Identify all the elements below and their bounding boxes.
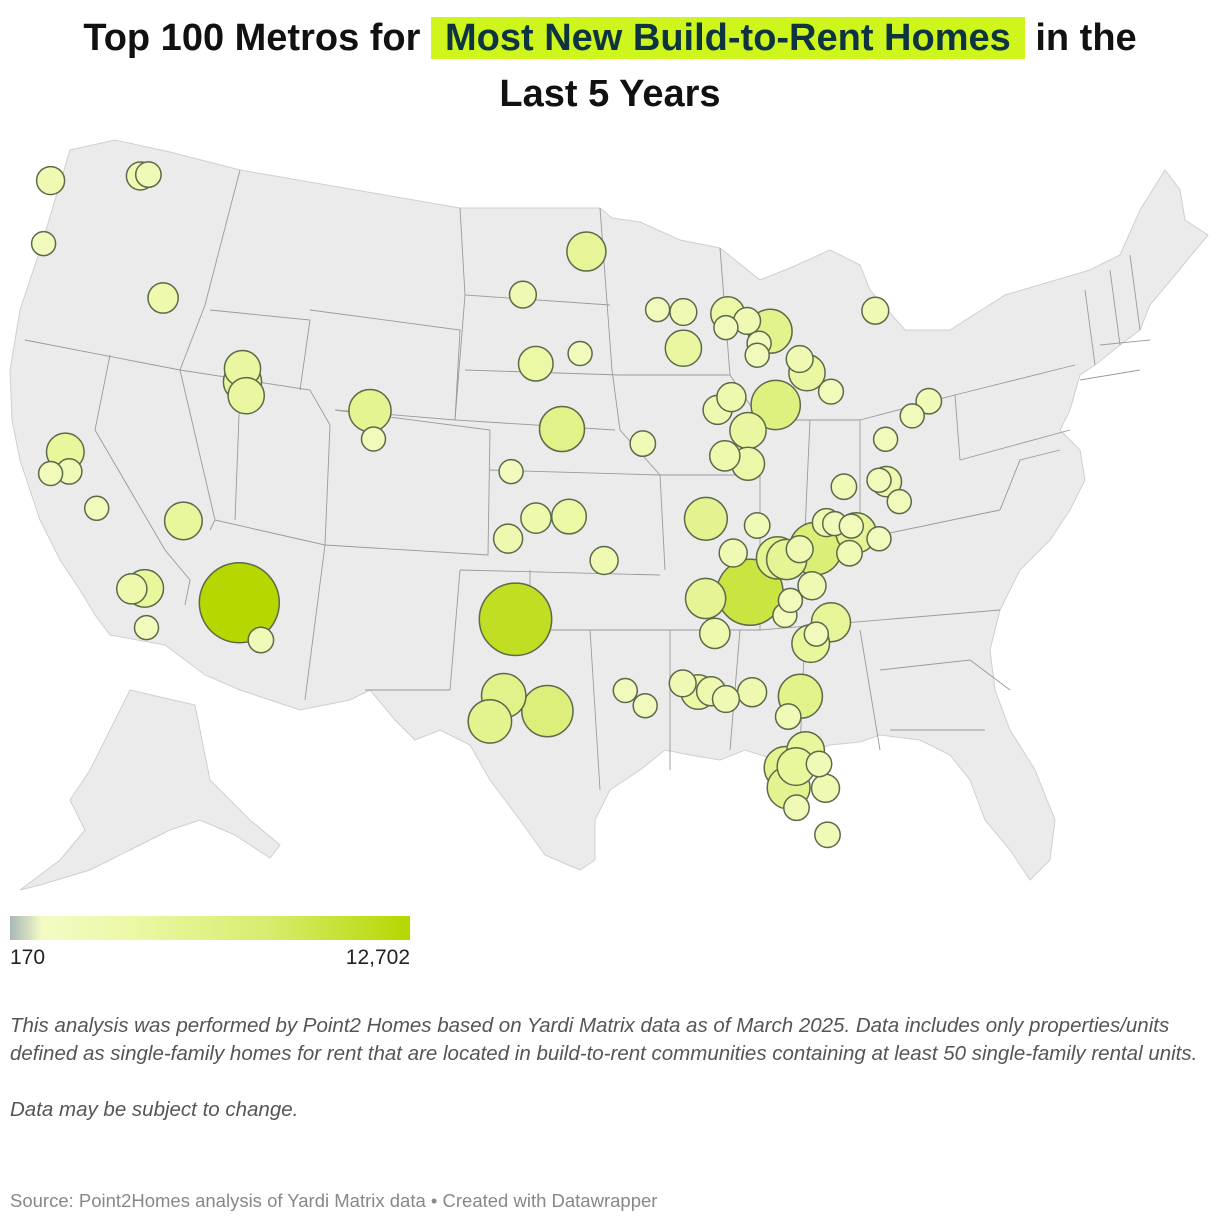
metro-bubble[interactable] [227, 376, 266, 415]
metro-bubbles [30, 161, 943, 849]
metro-bubble[interactable] [550, 498, 588, 535]
metro-bubble[interactable] [750, 379, 802, 431]
metro-bubble[interactable] [644, 296, 671, 323]
metro-bubble[interactable] [785, 344, 814, 374]
metro-bubble[interactable] [467, 698, 513, 744]
metro-bubble[interactable] [915, 387, 943, 415]
metro-bubble[interactable] [517, 345, 554, 382]
metro-bubble[interactable] [492, 523, 524, 554]
metro-bubble[interactable] [35, 165, 66, 196]
metro-bubble[interactable] [669, 297, 698, 327]
metro-bubble[interactable] [147, 282, 179, 314]
metro-bubble[interactable] [774, 703, 802, 731]
metro-bubble[interactable] [508, 280, 538, 309]
source-line: Source: Point2Homes analysis of Yardi Ma… [10, 1190, 658, 1211]
metro-bubble[interactable] [899, 403, 925, 429]
metro-bubble[interactable] [711, 684, 741, 714]
metro-bubble[interactable] [713, 314, 739, 341]
metro-bubble[interactable] [810, 773, 841, 804]
metro-bubble[interactable] [872, 426, 899, 453]
metro-bubble[interactable] [348, 388, 392, 433]
metro-bubble[interactable] [736, 676, 768, 708]
metro-bubble[interactable] [729, 411, 767, 450]
metro-bubble[interactable] [83, 495, 110, 522]
metro-bubble[interactable] [37, 460, 64, 487]
title-highlight: Most New Build-to-Rent Homes [431, 17, 1025, 59]
title-line-2: Last 5 Years [499, 73, 721, 115]
metro-bubble[interactable] [743, 512, 771, 539]
title-line-1: Top 100 Metros for Most New Build-to-Ren… [0, 10, 1220, 66]
metro-bubble[interactable] [521, 684, 574, 738]
metro-bubble[interactable] [478, 582, 553, 657]
color-legend: 170 12,702 [10, 916, 410, 969]
metro-bubble[interactable] [520, 502, 552, 534]
metro-bubble[interactable] [684, 577, 727, 620]
metro-bubble[interactable] [566, 231, 607, 272]
note-disclaimer: Data may be subject to change. [10, 1098, 299, 1121]
metro-bubble[interactable] [744, 342, 770, 368]
metro-bubble[interactable] [360, 426, 387, 452]
metro-bubble[interactable] [866, 526, 892, 552]
note-methodology: This analysis was performed by Point2 Ho… [10, 1014, 1198, 1065]
metro-bubble[interactable] [708, 440, 741, 472]
metro-bubble[interactable] [247, 626, 275, 654]
metro-bubble[interactable] [716, 381, 747, 413]
metro-bubble[interactable] [785, 535, 814, 564]
metro-bubble[interactable] [668, 669, 697, 698]
metro-bubble[interactable] [797, 570, 827, 601]
metro-bubble[interactable] [838, 513, 865, 539]
metro-bubble[interactable] [866, 467, 892, 493]
metro-bubble[interactable] [861, 296, 890, 325]
metro-bubble[interactable] [783, 794, 810, 822]
metro-bubble[interactable] [814, 821, 841, 849]
metro-bubble[interactable] [632, 692, 658, 719]
metro-bubble[interactable] [198, 561, 281, 644]
legend-gradient-bar [10, 916, 410, 940]
metro-bubble[interactable] [777, 587, 804, 614]
metro-bubble[interactable] [134, 161, 162, 189]
metro-bubble[interactable] [589, 545, 619, 576]
alaska-landmass [19, 689, 281, 891]
metro-bubble[interactable] [683, 496, 729, 541]
metro-bubble[interactable] [803, 621, 830, 647]
metro-bubble[interactable] [830, 473, 858, 501]
metro-bubble[interactable] [115, 572, 148, 605]
chart-notes: This analysis was performed by Point2 Ho… [10, 1012, 1210, 1152]
title-text-before: Top 100 Metros for [83, 17, 421, 59]
metro-bubble[interactable] [805, 750, 833, 778]
us-map [9, 139, 1209, 891]
metro-bubble[interactable] [567, 340, 593, 367]
metro-bubble[interactable] [538, 405, 586, 453]
metro-bubble[interactable] [886, 488, 913, 515]
metro-bubble[interactable] [836, 539, 863, 567]
metro-bubble[interactable] [698, 617, 731, 650]
metro-bubble[interactable] [629, 430, 657, 458]
metro-bubble[interactable] [30, 230, 57, 257]
metro-bubble[interactable] [612, 677, 639, 704]
metro-bubble[interactable] [133, 614, 160, 641]
metro-bubble[interactable] [498, 458, 524, 485]
metro-bubble[interactable] [664, 329, 703, 368]
title-text-after: in the [1035, 17, 1137, 59]
legend-max-label: 12,702 [345, 946, 410, 969]
metro-bubble[interactable] [817, 378, 845, 405]
chart-title: Top 100 Metros for Most New Build-to-Ren… [0, 10, 1220, 122]
legend-min-label: 170 [10, 946, 46, 969]
metro-bubble[interactable] [163, 501, 203, 541]
metro-bubble[interactable] [718, 538, 748, 568]
